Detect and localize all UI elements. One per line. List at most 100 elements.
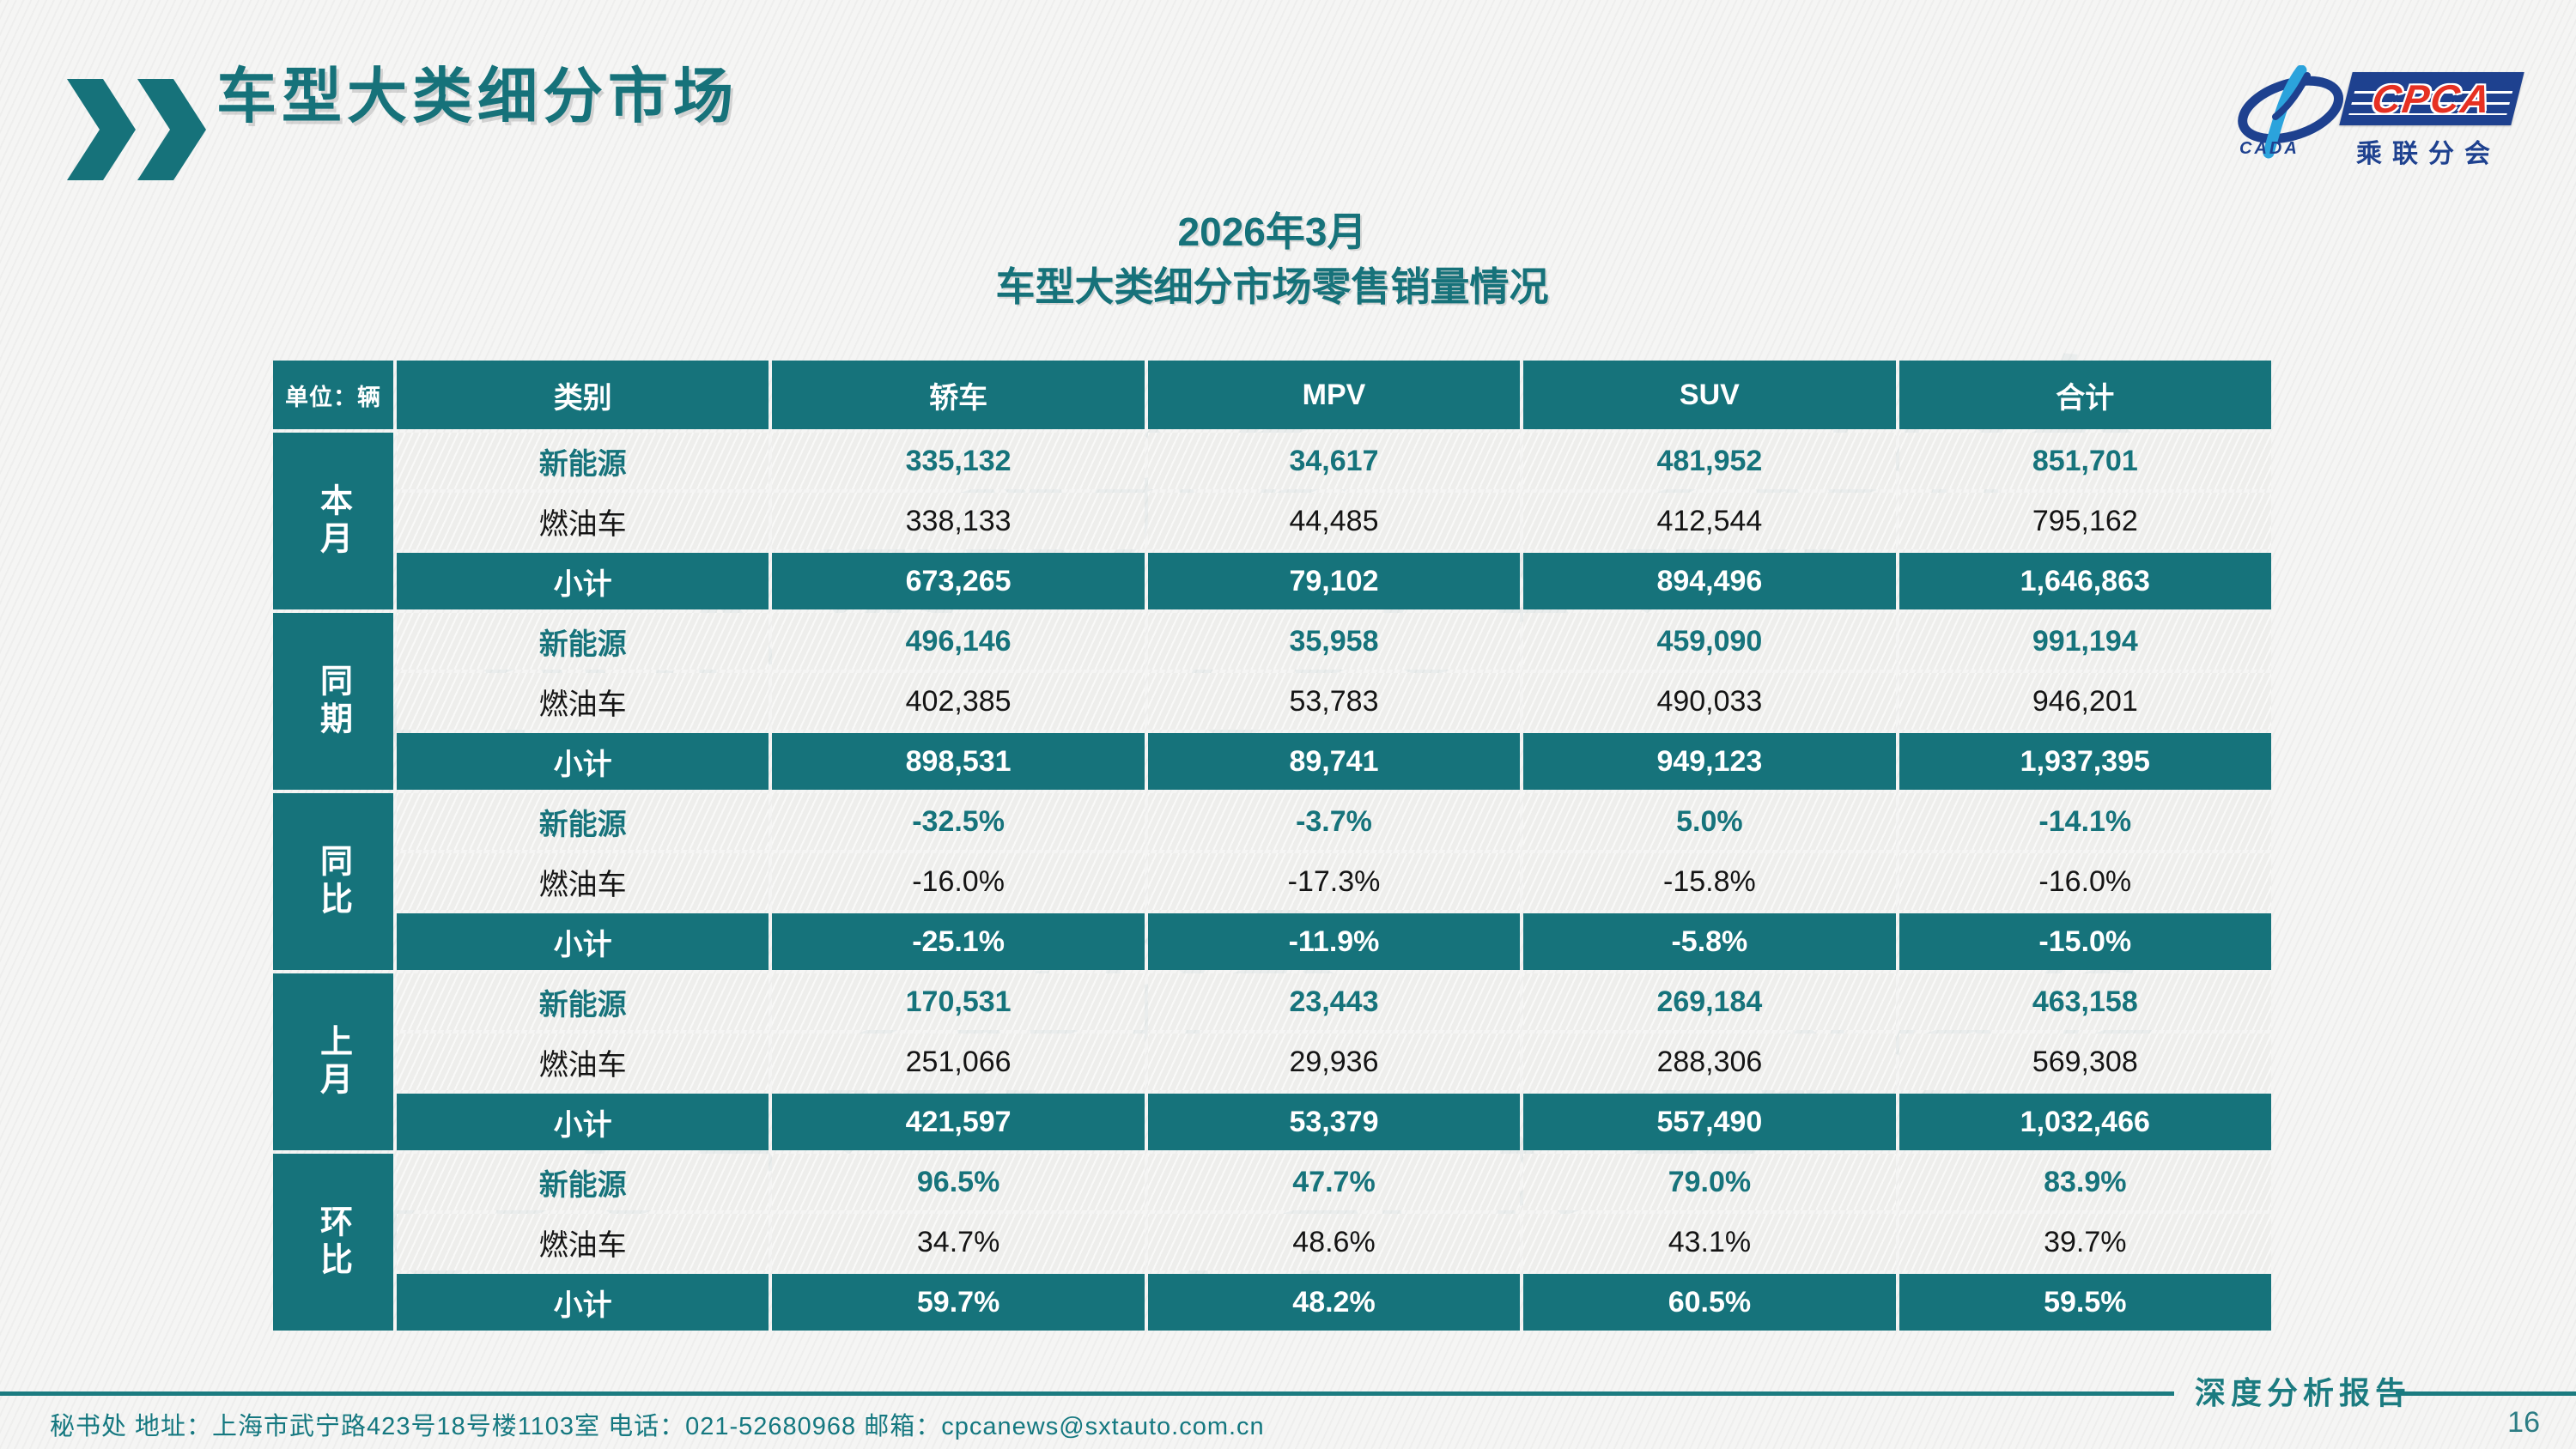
value-cell: 23,443 [1147,973,1521,1030]
value-cell: 949,123 [1523,733,1896,790]
row-category: 小计 [397,553,769,609]
value-cell: 569,308 [1899,1034,2271,1090]
value-cell: -15.8% [1523,853,1896,910]
value-cell: 170,531 [772,973,1145,1030]
column-header-suv: SUV [1523,361,1896,429]
value-cell: 421,597 [772,1094,1145,1150]
row-category: 燃油车 [397,493,769,549]
group-label: 本月 [273,433,393,609]
unit-label: 单位：辆 [273,361,393,429]
value-cell: 1,032,466 [1899,1094,2271,1150]
value-cell: 5.0% [1523,793,1896,850]
value-cell: 34,617 [1147,433,1521,489]
value-cell: 79,102 [1147,553,1521,609]
value-cell: 463,158 [1899,973,2271,1030]
group-label: 同比 [273,793,393,970]
value-cell: 288,306 [1523,1034,1896,1090]
value-cell: 53,783 [1147,673,1521,730]
value-cell: 60.5% [1523,1274,1896,1331]
column-header-category: 类别 [397,361,769,429]
value-cell: 53,379 [1147,1094,1521,1150]
value-cell: 795,162 [1899,493,2271,549]
page-title: 车型大类细分市场 [216,63,738,130]
value-cell: -16.0% [772,853,1145,910]
cada-label: CADA [2239,139,2300,158]
value-cell: 44,485 [1147,493,1521,549]
value-cell: 1,937,395 [1899,733,2271,790]
row-category: 小计 [397,1094,769,1150]
group-label: 上月 [273,973,393,1150]
table-title-line2: 车型大类细分市场零售销量情况 [995,264,1549,310]
value-cell: -15.0% [1899,913,2271,970]
row-category: 新能源 [397,433,769,489]
value-cell: 29,936 [1147,1034,1521,1090]
value-cell: 496,146 [772,613,1145,670]
sales-table: 单位：辆 类别 轿车 MPV SUV 合计 本月 新能源 335,132 34,617 481,95… [273,361,2271,1331]
value-cell: -17.3% [1147,853,1521,910]
value-cell: 59.7% [772,1274,1145,1331]
column-header-合计: 合计 [1899,361,2271,429]
value-cell: 991,194 [1899,613,2271,670]
value-cell: 34.7% [772,1214,1145,1270]
value-cell: 898,531 [772,733,1145,790]
table-title: 2026年3月 车型大类细分市场零售销量情况 [273,204,2271,315]
footer-contact: 秘书处 地址：上海市武宁路423号18号楼1103室 电话：021-526809… [50,1413,1265,1440]
value-cell: 43.1% [1523,1214,1896,1270]
row-category: 小计 [397,1274,769,1331]
value-cell: 39.7% [1899,1214,2271,1270]
value-cell: 89,741 [1147,733,1521,790]
row-category: 新能源 [397,1154,769,1210]
value-cell: 83.9% [1899,1154,2271,1210]
value-cell: 412,544 [1523,493,1896,549]
group-label: 环比 [273,1154,393,1331]
value-cell: 269,184 [1523,973,1896,1030]
table-title-line1: 2026年3月 [1177,209,1367,254]
value-cell: -3.7% [1147,793,1521,850]
value-cell: 557,490 [1523,1094,1896,1150]
value-cell: -16.0% [1899,853,2271,910]
footer-divider-right [2396,1391,2576,1396]
value-cell: 96.5% [772,1154,1145,1210]
value-cell: 79.0% [1523,1154,1896,1210]
value-cell: 47.7% [1147,1154,1521,1210]
value-cell: 459,090 [1523,613,1896,670]
row-category: 燃油车 [397,1034,769,1090]
value-cell: 402,385 [772,673,1145,730]
group-label: 同期 [273,613,393,790]
column-header-mpv: MPV [1147,361,1521,429]
cpca-subtitle: 乘联分会 [2356,140,2500,168]
row-category: 燃油车 [397,853,769,910]
value-cell: -25.1% [772,913,1145,970]
value-cell: 335,132 [772,433,1145,489]
value-cell: 59.5% [1899,1274,2271,1331]
value-cell: -5.8% [1523,913,1896,970]
double-chevron-icon [67,79,206,180]
value-cell: 1,646,863 [1899,553,2271,609]
value-cell: 946,201 [1899,673,2271,730]
value-cell: 35,958 [1147,613,1521,670]
value-cell: -14.1% [1899,793,2271,850]
cada-swoosh-icon [2238,65,2344,159]
row-category: 燃油车 [397,1214,769,1270]
row-category: 新能源 [397,613,769,670]
value-cell: -11.9% [1147,913,1521,970]
row-category: 小计 [397,913,769,970]
footer-report-label: 深度分析报告 [2195,1376,2412,1410]
cpca-logo: CADA CPCA 乘联分会 [2234,57,2524,168]
cpca-label: CPCA [2369,76,2494,121]
cpca-flag: CPCA [2339,72,2524,125]
row-category: 小计 [397,733,769,790]
value-cell: 48.2% [1147,1274,1521,1331]
value-cell: 490,033 [1523,673,1896,730]
value-cell: 481,952 [1523,433,1896,489]
value-cell: 673,265 [772,553,1145,609]
value-cell: 851,701 [1899,433,2271,489]
row-category: 燃油车 [397,673,769,730]
footer-divider [0,1391,2174,1396]
row-category: 新能源 [397,793,769,850]
value-cell: 894,496 [1523,553,1896,609]
value-cell: 338,133 [772,493,1145,549]
value-cell: -32.5% [772,793,1145,850]
value-cell: 251,066 [772,1034,1145,1090]
